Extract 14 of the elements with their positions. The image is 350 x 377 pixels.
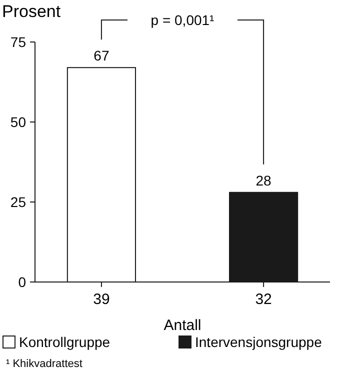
data-label: 28 — [256, 172, 272, 188]
text: ¹ Khikvadrattest — [6, 358, 82, 370]
x-tick-label: 39 — [93, 291, 110, 308]
x-tick-label: 32 — [255, 291, 272, 308]
y-tick-label: 75 — [10, 34, 26, 50]
y-tick-label: 25 — [10, 194, 26, 210]
legend-label: Kontrollgruppe — [19, 334, 110, 350]
y-axis-title: Prosent — [2, 2, 61, 21]
y-tick-label: 50 — [10, 114, 26, 130]
y-tick-label: 0 — [18, 274, 26, 290]
legend-label: Intervensjonsgruppe — [195, 334, 322, 350]
data-label: 67 — [94, 48, 110, 64]
text: p = 0,001¹ — [150, 12, 215, 28]
x-axis-title: Antall — [164, 317, 202, 334]
